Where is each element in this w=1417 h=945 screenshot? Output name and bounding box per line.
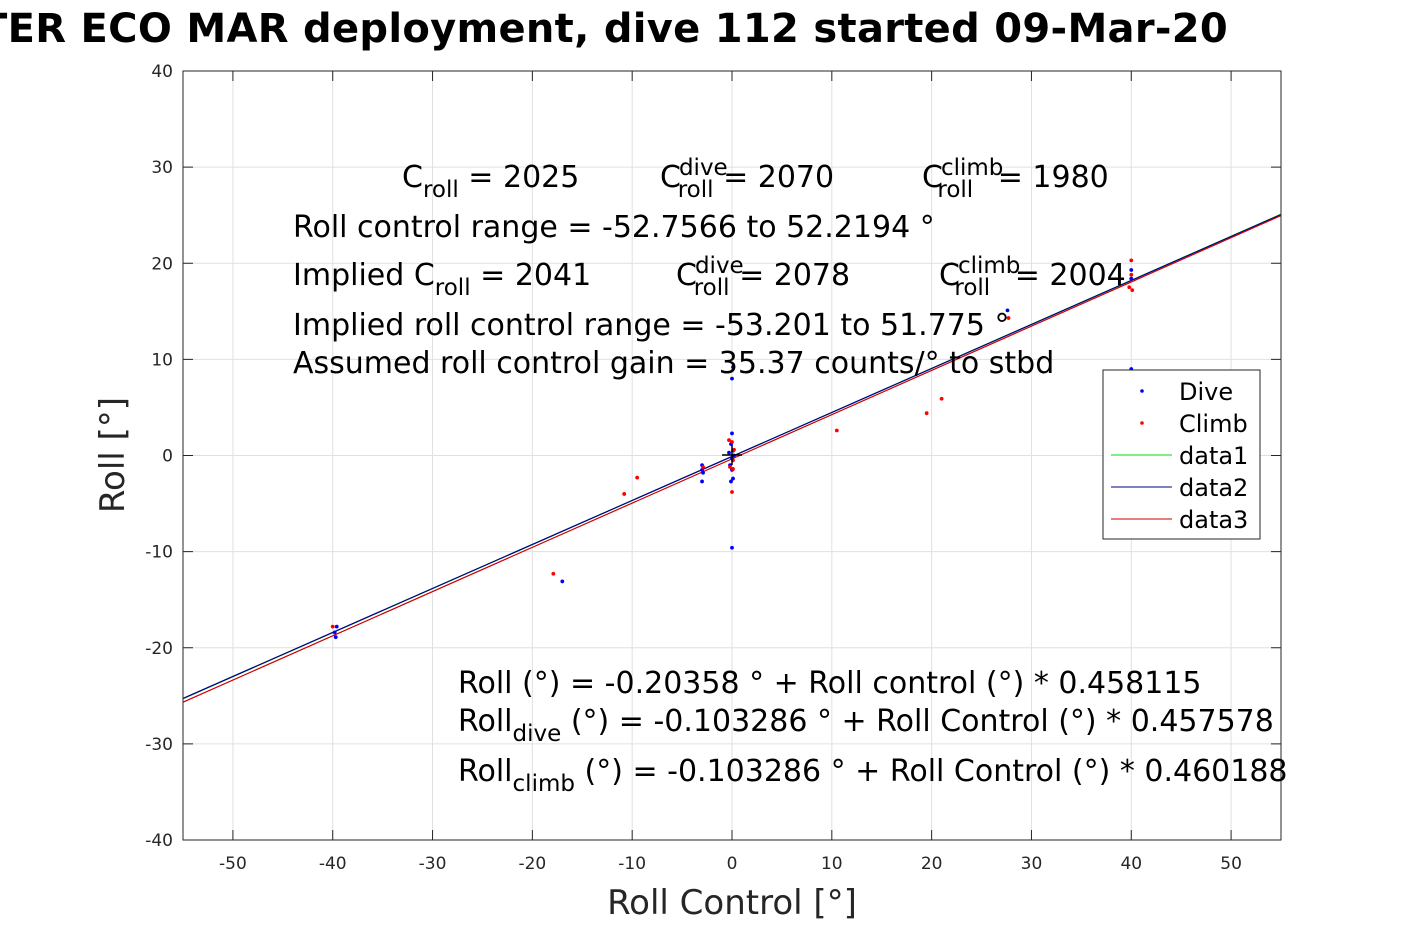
- x-tick-label: -20: [518, 854, 546, 874]
- x-tick-label: -40: [319, 854, 347, 874]
- origin-marker: [722, 445, 742, 465]
- point-climb: [924, 411, 929, 416]
- point-climb: [1127, 285, 1132, 290]
- x-tick-label: -50: [219, 854, 247, 874]
- legend-swatch-dive: [1140, 389, 1144, 393]
- y-tick-label: -10: [145, 543, 173, 563]
- x-tick-label: -30: [419, 854, 447, 874]
- annotation-fit-dive: Rolldive (°) = -0.103286 ° + Roll Contro…: [458, 704, 1274, 747]
- point-climb: [330, 624, 335, 629]
- point-climb: [732, 447, 736, 452]
- point-dive: [1129, 276, 1134, 281]
- chart-title: TER ECO MAR deployment, dive 112 started…: [0, 6, 1229, 52]
- point-climb: [701, 465, 705, 469]
- point-dive: [729, 479, 733, 484]
- point-dive: [700, 468, 704, 472]
- annotation-block-fits: Roll (°) = -0.20358 ° + Roll control (°)…: [458, 666, 1288, 797]
- annotation-implied-range: Implied roll control range = -53.201 to …: [293, 308, 1010, 343]
- x-tick-label: 50: [1220, 854, 1242, 874]
- point-dive: [727, 450, 731, 455]
- point-climb: [622, 492, 627, 496]
- point-dive: [700, 479, 704, 484]
- plot-frame: [182, 70, 1282, 841]
- point-dive: [1129, 268, 1134, 272]
- point-climb: [834, 428, 839, 433]
- x-axis-label: Roll Control [°]: [607, 883, 857, 923]
- annotation-fit-all: Roll (°) = -0.20358 ° + Roll control (°)…: [458, 666, 1202, 701]
- x-tick-label: -10: [618, 854, 646, 874]
- legend-label-climb: Climb: [1179, 410, 1248, 438]
- point-climb: [1129, 258, 1134, 263]
- point-dive: [730, 431, 734, 436]
- point-dive: [1005, 308, 1010, 313]
- y-tick-label: 40: [151, 62, 173, 82]
- tick-labels: -50 -40 -30 -20 -10 0 10 20 30 40 50 -40 -30 -20 -10 0 1…: [145, 62, 1281, 874]
- legend: Dive Climb data1 data2 data3: [1102, 369, 1261, 540]
- point-climb: [939, 396, 944, 401]
- y-tick-label: -30: [145, 735, 173, 755]
- annotation-implied-c-roll-dive: Cdive roll = 2078: [676, 253, 850, 301]
- y-tick-label: 30: [151, 158, 173, 178]
- point-climb: [551, 571, 556, 576]
- x-tick-label: 30: [1021, 854, 1043, 874]
- point-climb: [730, 490, 734, 494]
- y-tick-label: -40: [145, 831, 173, 851]
- annotation-gain: Assumed roll control gain = 35.37 counts…: [293, 346, 1054, 381]
- x-tick-label: 20: [921, 854, 943, 874]
- point-dive: [731, 476, 735, 481]
- point-climb: [635, 475, 640, 480]
- point-dive: [333, 635, 338, 640]
- annotation-range: Roll control range = -52.7566 to 52.2194…: [293, 210, 935, 245]
- point-climb: [727, 438, 731, 443]
- point-climb: [1129, 272, 1134, 277]
- legend-label-dive: Dive: [1179, 378, 1233, 406]
- point-climb: [728, 465, 732, 469]
- point-dive: [730, 545, 734, 550]
- x-tick-label: 40: [1120, 854, 1142, 874]
- point-dive: [560, 579, 565, 584]
- y-tick-label: 10: [151, 350, 173, 370]
- legend-label-data3: data3: [1179, 506, 1248, 534]
- point-climb: [730, 440, 734, 444]
- y-axis-label: Roll [°]: [93, 397, 133, 513]
- legend-label-data1: data1: [1179, 442, 1248, 470]
- point-climb: [1130, 288, 1135, 293]
- point-climb: [1006, 316, 1011, 320]
- y-tick-label: 20: [151, 254, 173, 274]
- point-climb: [731, 467, 735, 471]
- y-tick-label: 0: [162, 447, 173, 467]
- point-dive: [334, 624, 339, 629]
- point-dive: [701, 470, 705, 475]
- annotation-c-roll-dive: Cdive roll = 2070: [660, 155, 834, 203]
- annotation-block-top: Croll = 2025 Cdive roll = 2070 Cclimb roll…: [293, 155, 1126, 381]
- point-dive: [731, 365, 735, 369]
- y-tick-label: -20: [145, 639, 173, 659]
- legend-label-data2: data2: [1179, 474, 1248, 502]
- point-dive: [332, 630, 337, 635]
- legend-swatch-climb: [1140, 421, 1144, 425]
- x-tick-label: 0: [727, 854, 738, 874]
- point-dive: [730, 376, 734, 381]
- x-tick-label: 10: [821, 854, 843, 874]
